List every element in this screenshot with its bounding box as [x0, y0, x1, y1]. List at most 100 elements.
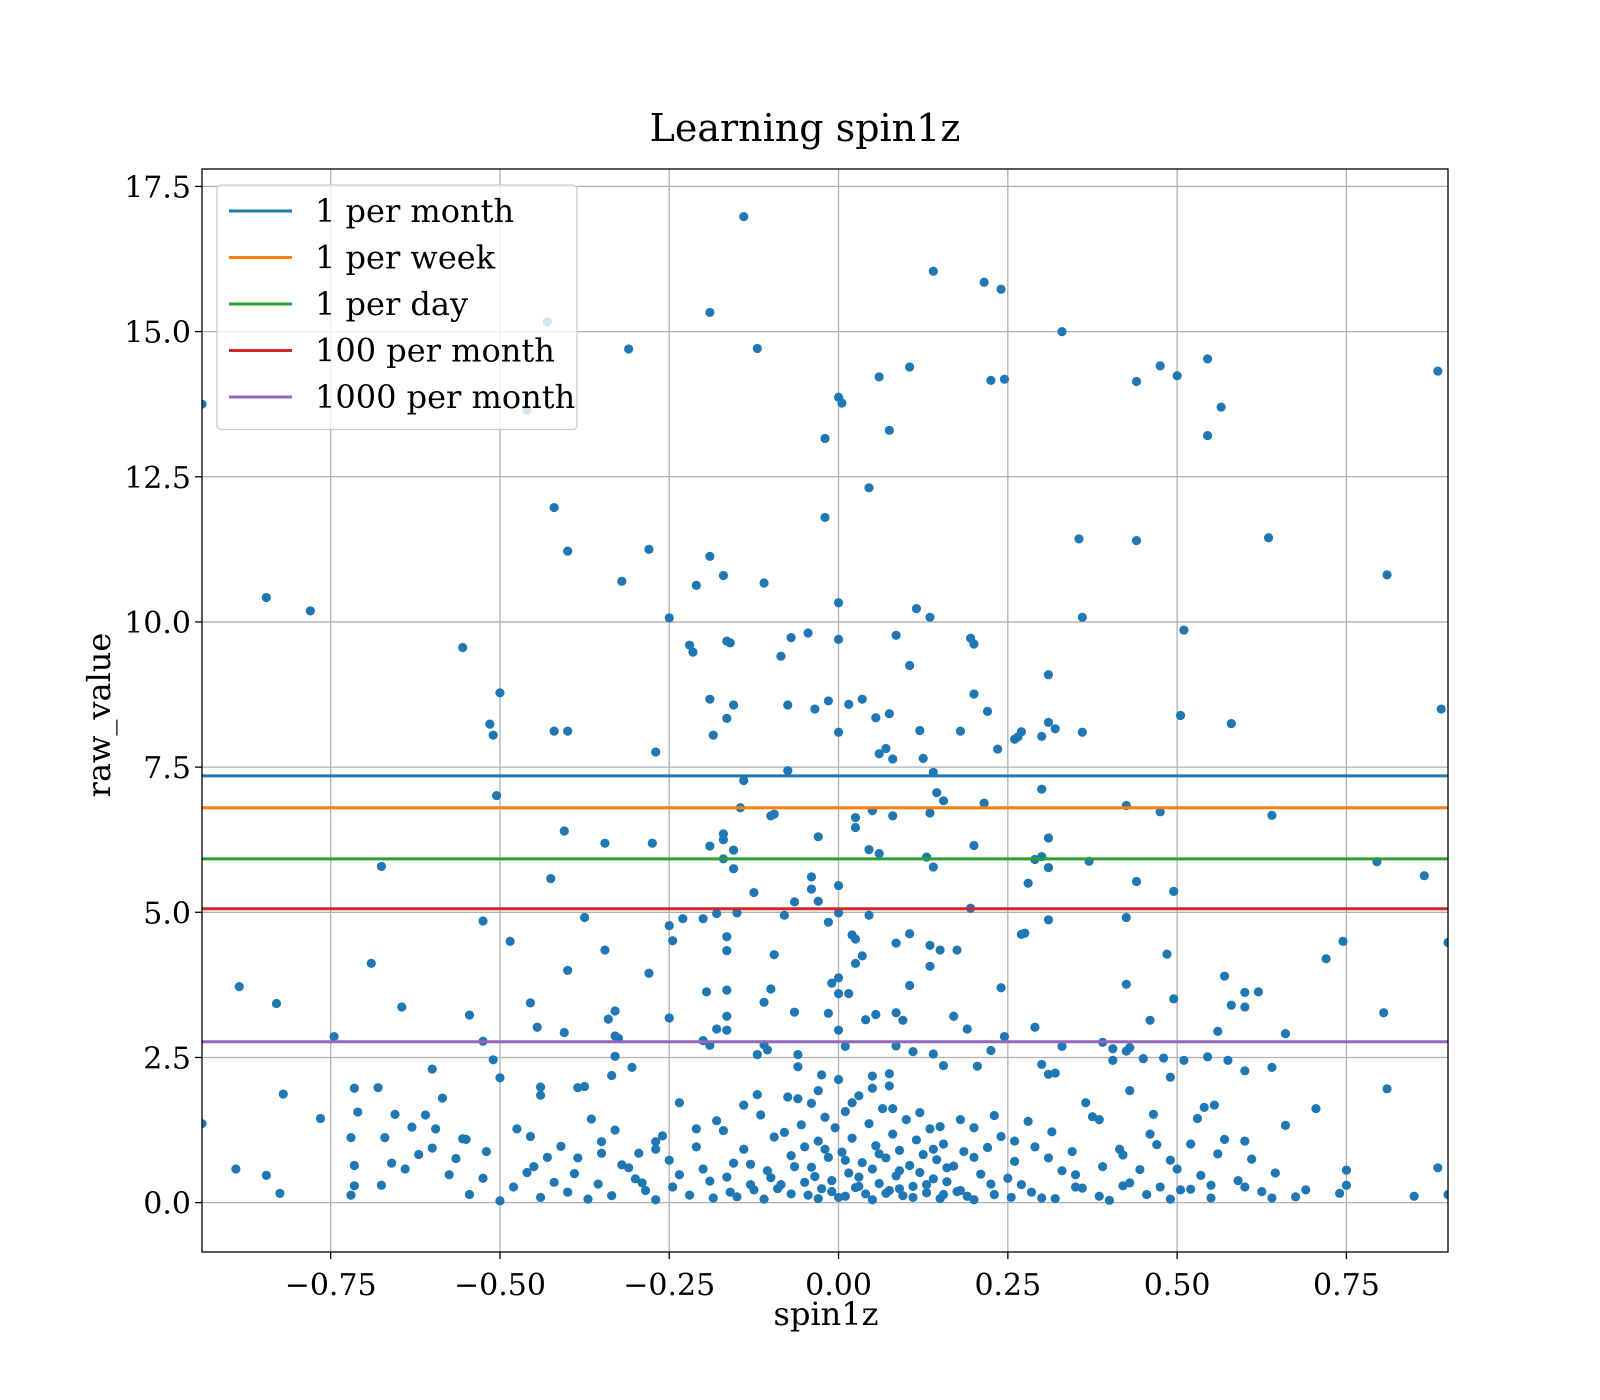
scatter-point	[813, 832, 823, 842]
scatter-point	[800, 1142, 810, 1152]
scatter-point	[722, 1172, 732, 1182]
scatter-point	[349, 1181, 359, 1191]
scatter-point	[874, 1178, 884, 1189]
scatter-point	[644, 544, 654, 554]
scatter-point	[705, 307, 715, 318]
scatter-point	[380, 1133, 390, 1143]
scatter-point	[1379, 1008, 1389, 1018]
scatter-point	[905, 660, 915, 671]
scatter-point	[1172, 371, 1182, 381]
scatter-point	[1121, 979, 1131, 989]
scatter-point	[668, 936, 678, 946]
scatter-point	[1145, 1129, 1155, 1139]
scatter-point	[535, 1082, 546, 1092]
scatter-point	[908, 1192, 918, 1203]
scatter-point	[850, 934, 861, 944]
scatter-point	[833, 727, 844, 737]
scatter-point	[1162, 949, 1172, 959]
scatter-point	[1267, 810, 1277, 820]
scatter-point	[329, 1031, 339, 1042]
scatter-point	[722, 713, 732, 723]
scatter-point	[938, 796, 949, 806]
scatter-point	[1043, 1069, 1054, 1079]
chart-title: Learning spin1z	[650, 106, 961, 150]
scatter-point	[1419, 871, 1429, 881]
scatter-point	[1169, 994, 1179, 1004]
scatter-point	[1108, 1055, 1118, 1065]
scatter-point	[888, 811, 898, 821]
scatter-point	[1253, 987, 1263, 997]
scatter-point	[664, 1155, 674, 1165]
scatter-point	[505, 936, 515, 946]
data-layer	[202, 212, 1448, 1206]
scatter-point	[969, 1152, 979, 1162]
scatter-point	[783, 1092, 793, 1102]
scatter-point	[529, 1162, 539, 1172]
scatter-point	[928, 862, 938, 872]
scatter-point	[580, 912, 590, 923]
scatter-point	[637, 1178, 647, 1188]
scatter-point	[908, 1181, 918, 1191]
scatter-point	[701, 987, 712, 997]
scatter-point	[864, 910, 874, 920]
scatter-point	[1145, 1015, 1155, 1025]
scatter-point	[559, 1027, 569, 1038]
scatter-point	[996, 1131, 1006, 1142]
scatter-point	[1050, 724, 1060, 734]
scatter-point	[546, 874, 556, 884]
scatter-point	[420, 1110, 431, 1120]
scatter-point	[718, 835, 729, 845]
scatter-point	[1196, 1170, 1206, 1180]
scatter-point	[728, 845, 739, 855]
scatter-point	[607, 1191, 617, 1201]
x-tick-label: −0.25	[623, 1268, 715, 1303]
scatter-point	[705, 694, 715, 704]
scatter-point	[979, 277, 989, 287]
scatter-point	[881, 743, 891, 754]
scatter-point	[786, 1189, 796, 1199]
scatter-point	[969, 840, 979, 851]
scatter-point	[556, 1141, 566, 1151]
legend-label: 1000 per month	[315, 378, 575, 416]
scatter-point	[864, 483, 874, 493]
scatter-point	[202, 1119, 207, 1129]
y-axis-title: raw_value	[80, 633, 118, 798]
scatter-point	[955, 1185, 966, 1196]
scatter-point	[857, 951, 867, 961]
scatter-point	[1158, 1053, 1169, 1063]
scatter-point	[688, 647, 698, 657]
scatter-point	[728, 864, 739, 874]
scatter-point	[1209, 1100, 1219, 1110]
scatter-point	[888, 1103, 898, 1114]
scatter-point	[376, 1180, 387, 1190]
scatter-point	[610, 1051, 620, 1061]
scatter-point	[1010, 734, 1020, 744]
scatter-point	[986, 1179, 996, 1189]
scatter-point	[918, 1149, 928, 1160]
scatter-point	[1023, 1116, 1033, 1126]
scatter-point	[488, 730, 498, 740]
scatter-point	[840, 1106, 850, 1117]
scatter-point	[1321, 954, 1331, 964]
scatter-point	[861, 1189, 871, 1199]
scatter-point	[691, 580, 701, 590]
scatter-point	[1409, 1191, 1419, 1201]
scatter-point	[1267, 1062, 1277, 1072]
scatter-point	[867, 1083, 878, 1093]
scatter-point	[397, 1002, 407, 1012]
scatter-point	[1291, 1192, 1301, 1202]
scatter-point	[1270, 1168, 1280, 1178]
scatter-point	[769, 950, 779, 960]
scatter-point	[894, 1166, 905, 1176]
scatter-point	[759, 578, 769, 588]
scatter-point	[1219, 1134, 1230, 1144]
y-tick-label: 7.5	[143, 751, 191, 786]
scatter-point	[833, 988, 844, 999]
scatter-point	[789, 1162, 800, 1172]
scatter-point	[1175, 1185, 1186, 1195]
scatter-point	[708, 730, 718, 740]
scatter-point	[1203, 430, 1213, 441]
scatter-point	[610, 1006, 620, 1016]
scatter-point	[271, 998, 282, 1009]
scatter-point	[871, 1141, 881, 1151]
